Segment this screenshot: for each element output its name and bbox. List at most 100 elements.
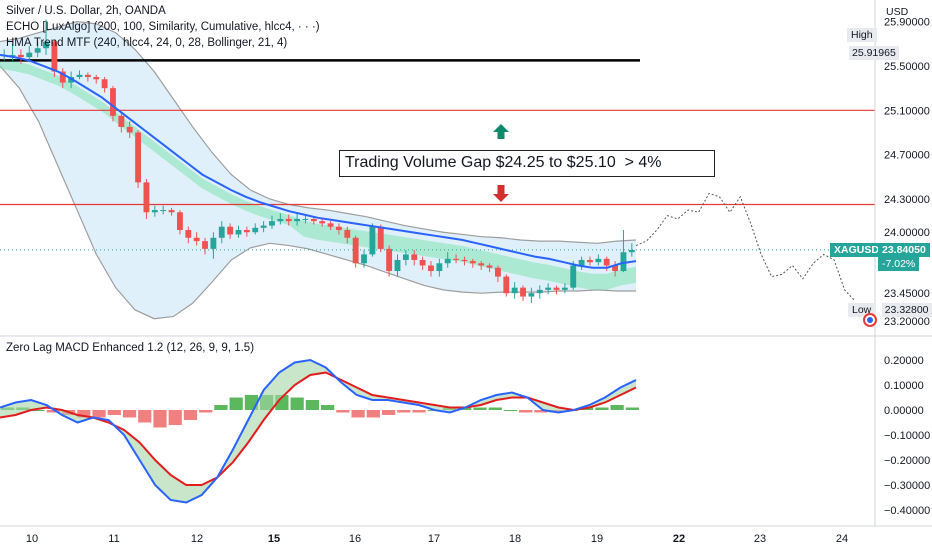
candle-body [260,225,267,228]
symbol-label: XAGUSD [830,243,883,257]
macd-histogram-bar [183,410,198,420]
macd-tick-label: 0.00000 [884,405,924,417]
candle-body [118,115,125,127]
trading-volume-gap-annotation[interactable]: Trading Volume Gap $24.25 to $25.10 > 4% [339,150,715,177]
price-change-value: -7.02% [878,257,920,271]
hma-line [0,53,637,269]
candle-body [84,74,91,78]
candle-body [419,259,426,266]
candle-body [227,226,234,235]
time-tick-label: 12 [191,533,203,545]
candle-body [511,287,518,294]
macd-histogram-bar [290,397,304,410]
candle-body [402,254,409,260]
price-tick-label: 24.00000 [884,227,930,239]
candle-body [252,227,259,233]
candle-body [494,267,501,277]
arrow-up-icon [493,124,509,139]
candle-body [51,41,58,72]
macd-histogram-bar [519,410,533,413]
price-tick-label: 23.20000 [884,316,930,328]
candle-body [344,230,351,238]
macd-histogram-bar [77,410,91,418]
price-panel [0,19,932,337]
candle-body [235,230,242,235]
macd-tick-label: 0.20000 [884,355,924,367]
flag-icon[interactable] [863,313,877,327]
macd-histogram-bar [366,410,380,418]
candle-body [302,218,309,220]
indicator-echo-label[interactable]: ECHO [LuxAlgo] (200, 100, Similarity, Cu… [6,21,320,33]
high-value: 25.91965 [849,46,899,60]
candle-body [168,210,175,213]
candle-body [101,79,108,89]
macd-signal-line [0,371,637,486]
low-value: 23.32800 [881,303,932,317]
macd-histogram-bar [595,407,609,410]
candle-body [327,223,334,227]
candle-body [469,261,476,264]
macd-histogram-bar [381,410,396,415]
candle-body [352,237,359,264]
macd-histogram-bar [92,410,106,418]
candle-body [143,182,150,213]
macd-histogram-bar [625,407,639,410]
time-axis[interactable]: 10 11 12 15 16 17 18 19 22 23 24 [0,525,932,545]
echo-projection-line [635,192,856,302]
time-tick-label: 22 [673,533,685,545]
candle-body [536,289,543,294]
macd-indicator-label[interactable]: Zero Lag MACD Enhanced 1.2 (12, 26, 9, 9… [6,342,255,354]
macd-histogram-bar [229,397,243,410]
macd-histogram-bar [214,405,228,410]
candle-body [210,237,217,249]
price-tick-label: 23.45000 [884,288,930,300]
candle-body [126,126,133,133]
macd-histogram-bar [138,410,152,423]
candle-body [202,241,208,249]
time-tick-label: 11 [108,533,119,545]
candle-body [478,263,485,266]
candle-body [135,132,142,183]
candle-body [361,254,367,264]
macd-tick-label: 0.10000 [884,380,924,392]
price-tick-label: 25.90000 [884,17,930,29]
candle-body [570,265,577,288]
last-price-value: 23.84050 [878,243,930,257]
candle-body [386,248,393,272]
bollinger-band-fill [0,21,636,319]
candle-body [587,259,593,263]
time-tick-label: 23 [754,533,766,545]
candle-body [193,237,200,242]
candle-body [285,218,292,222]
macd-histogram-bar [199,410,213,413]
macd-histogram-bar [321,405,335,410]
macd-histogram-bar [122,410,137,418]
candle-body [436,263,443,272]
candle-body [578,259,585,266]
candle-body [628,249,635,253]
candle-body [76,74,83,78]
bollinger-lower-line [0,65,636,320]
price-tick-label: 25.10000 [884,105,930,117]
macd-tick-label: −0.10000 [884,430,930,442]
candle-body [595,258,602,263]
price-tick-label: 24.70000 [884,150,930,162]
candle-body [335,226,342,231]
candle-body [185,230,192,238]
price-axis[interactable]: 25.90000 25.50000 25.10000 24.70000 24.30000… [874,0,930,526]
candle-body [411,254,418,260]
candle-body [93,77,100,80]
macd-histogram-bar [153,410,167,428]
candle-body [620,252,627,272]
candle-body [428,265,434,272]
macd-panel [0,358,639,504]
time-tick-label: 15 [268,533,280,545]
indicator-hma-label[interactable]: HMA Trend MTF (240, hlcc4, 24, 0, 28, Bo… [6,37,288,49]
bollinger-upper-line [0,21,637,244]
macd-histogram-bar [397,410,411,413]
low-tag: Low 23.32800 [848,300,932,318]
macd-histogram-bar [336,410,350,413]
candle-body [9,54,16,56]
candle-body [68,77,75,83]
